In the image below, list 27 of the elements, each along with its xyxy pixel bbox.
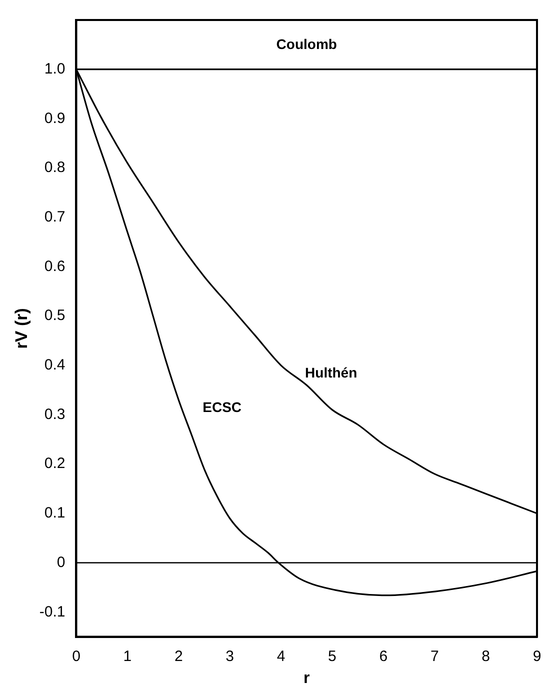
x-axis-title: r [304, 670, 310, 687]
x-tick-label: 3 [226, 648, 234, 665]
y-tick-label: 0.4 [44, 356, 66, 374]
x-tick-label: 9 [532, 648, 542, 665]
y-tick-label: 0.5 [44, 307, 66, 324]
x-tick-label: 6 [379, 648, 388, 665]
y-tick-label: 0.2 [44, 455, 66, 472]
y-tick-label: 0 [56, 554, 66, 571]
y-tick-label: 1.0 [44, 60, 66, 78]
x-tick-label: 8 [482, 648, 490, 665]
y-axis-title: rV (r) [12, 308, 31, 349]
x-tick-label: 7 [430, 648, 439, 665]
y-tick-label: 0.7 [44, 208, 66, 226]
x-tick-label: 2 [174, 648, 183, 665]
x-tick-label: 4 [276, 648, 286, 665]
x-tick-label: 5 [328, 648, 336, 665]
x-tick-label: 1 [123, 648, 132, 665]
y-tick-label: 0.6 [44, 258, 66, 275]
x-tick-label: 0 [72, 648, 80, 665]
series-label: Hulthén [305, 364, 358, 380]
y-tick-label: 0.9 [44, 110, 66, 127]
series-label: ECSC [202, 398, 242, 415]
y-tick-label: 0.3 [44, 406, 66, 423]
y-tick-label: 0.8 [44, 159, 66, 176]
y-tick-label: -0.1 [39, 603, 66, 620]
series-label: Coulomb [276, 36, 337, 52]
y-tick-label: 0.1 [44, 504, 66, 522]
